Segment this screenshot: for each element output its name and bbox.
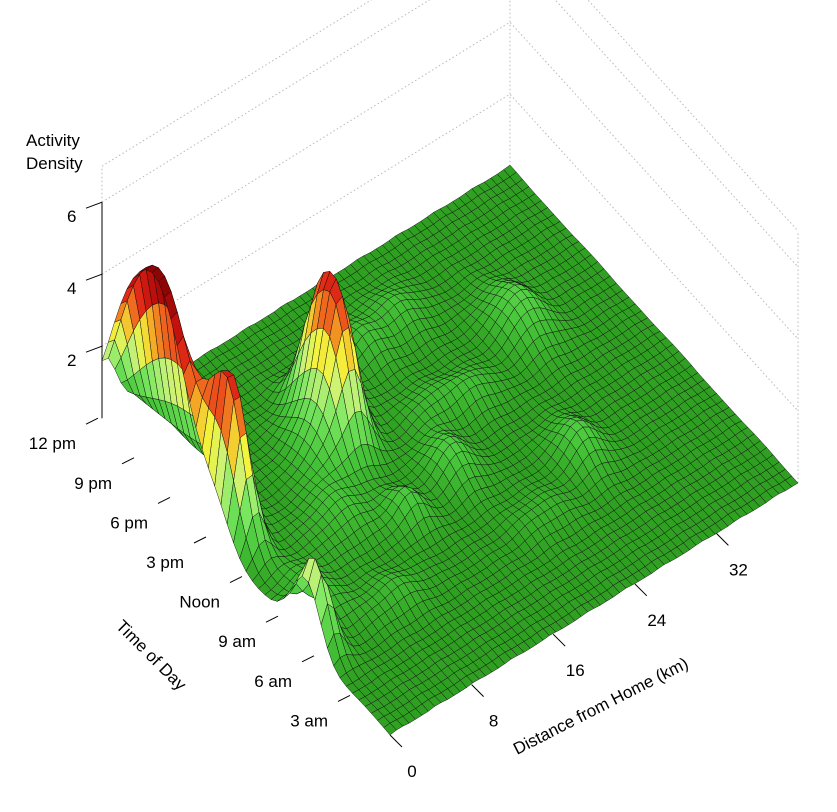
y-tick-3: [229, 576, 243, 584]
y-tick-4: [193, 536, 207, 544]
x-axis-title: Distance from Home (km): [510, 654, 691, 759]
x-tick-label-3: 24: [647, 611, 666, 630]
y-tick-label-6: 9 pm: [74, 474, 112, 493]
x-tick-label-0: 0: [407, 762, 416, 781]
z-tick-label-2: 6: [67, 207, 76, 226]
y-axis-title: Time of Day: [112, 616, 190, 694]
y-tick-1: [301, 655, 315, 663]
x-tick-0: [389, 734, 403, 748]
y-tick-label-2: 9 am: [218, 632, 256, 651]
y-tick-label-3: Noon: [179, 593, 220, 612]
y-tick-label-4: 3 pm: [146, 553, 184, 572]
y-tick-7: [85, 417, 99, 425]
z-axis-title-line-1: Activity: [26, 131, 80, 150]
chart-gridlines: [101, 0, 799, 483]
z-tick-label-0: 2: [67, 351, 76, 370]
y-tick-0: [337, 694, 351, 702]
x-tick-1: [471, 684, 484, 697]
y-tick-label-1: 6 am: [254, 672, 292, 691]
x-tick-label-2: 16: [566, 661, 585, 680]
z-axis-title-line-2: Density: [26, 154, 83, 173]
y-tick-2: [265, 615, 279, 623]
z-tick-1: [85, 273, 103, 281]
surface-cell: [383, 722, 397, 736]
z-gridline-2: [101, 0, 799, 268]
x-tick-3: [634, 583, 648, 597]
y-tick-label-7: 12 pm: [29, 434, 76, 453]
x-tick-4: [716, 533, 729, 546]
x-tick-label-4: 32: [729, 560, 748, 579]
z-tick-label-1: 4: [67, 279, 76, 298]
x-tick-label-1: 8: [489, 712, 498, 731]
y-tick-6: [121, 457, 135, 465]
y-tick-label-5: 6 pm: [110, 513, 148, 532]
y-tick-5: [157, 496, 171, 504]
z-gridline-1: [101, 21, 799, 340]
chart-axes: [85, 201, 729, 748]
y-tick-label-0: 3 am: [290, 711, 328, 730]
z-tick-2: [85, 201, 103, 209]
x-tick-2: [552, 633, 566, 647]
activity-density-surface: [101, 164, 799, 736]
z-tick-0: [85, 345, 103, 353]
z-gridline-0: [101, 93, 799, 412]
